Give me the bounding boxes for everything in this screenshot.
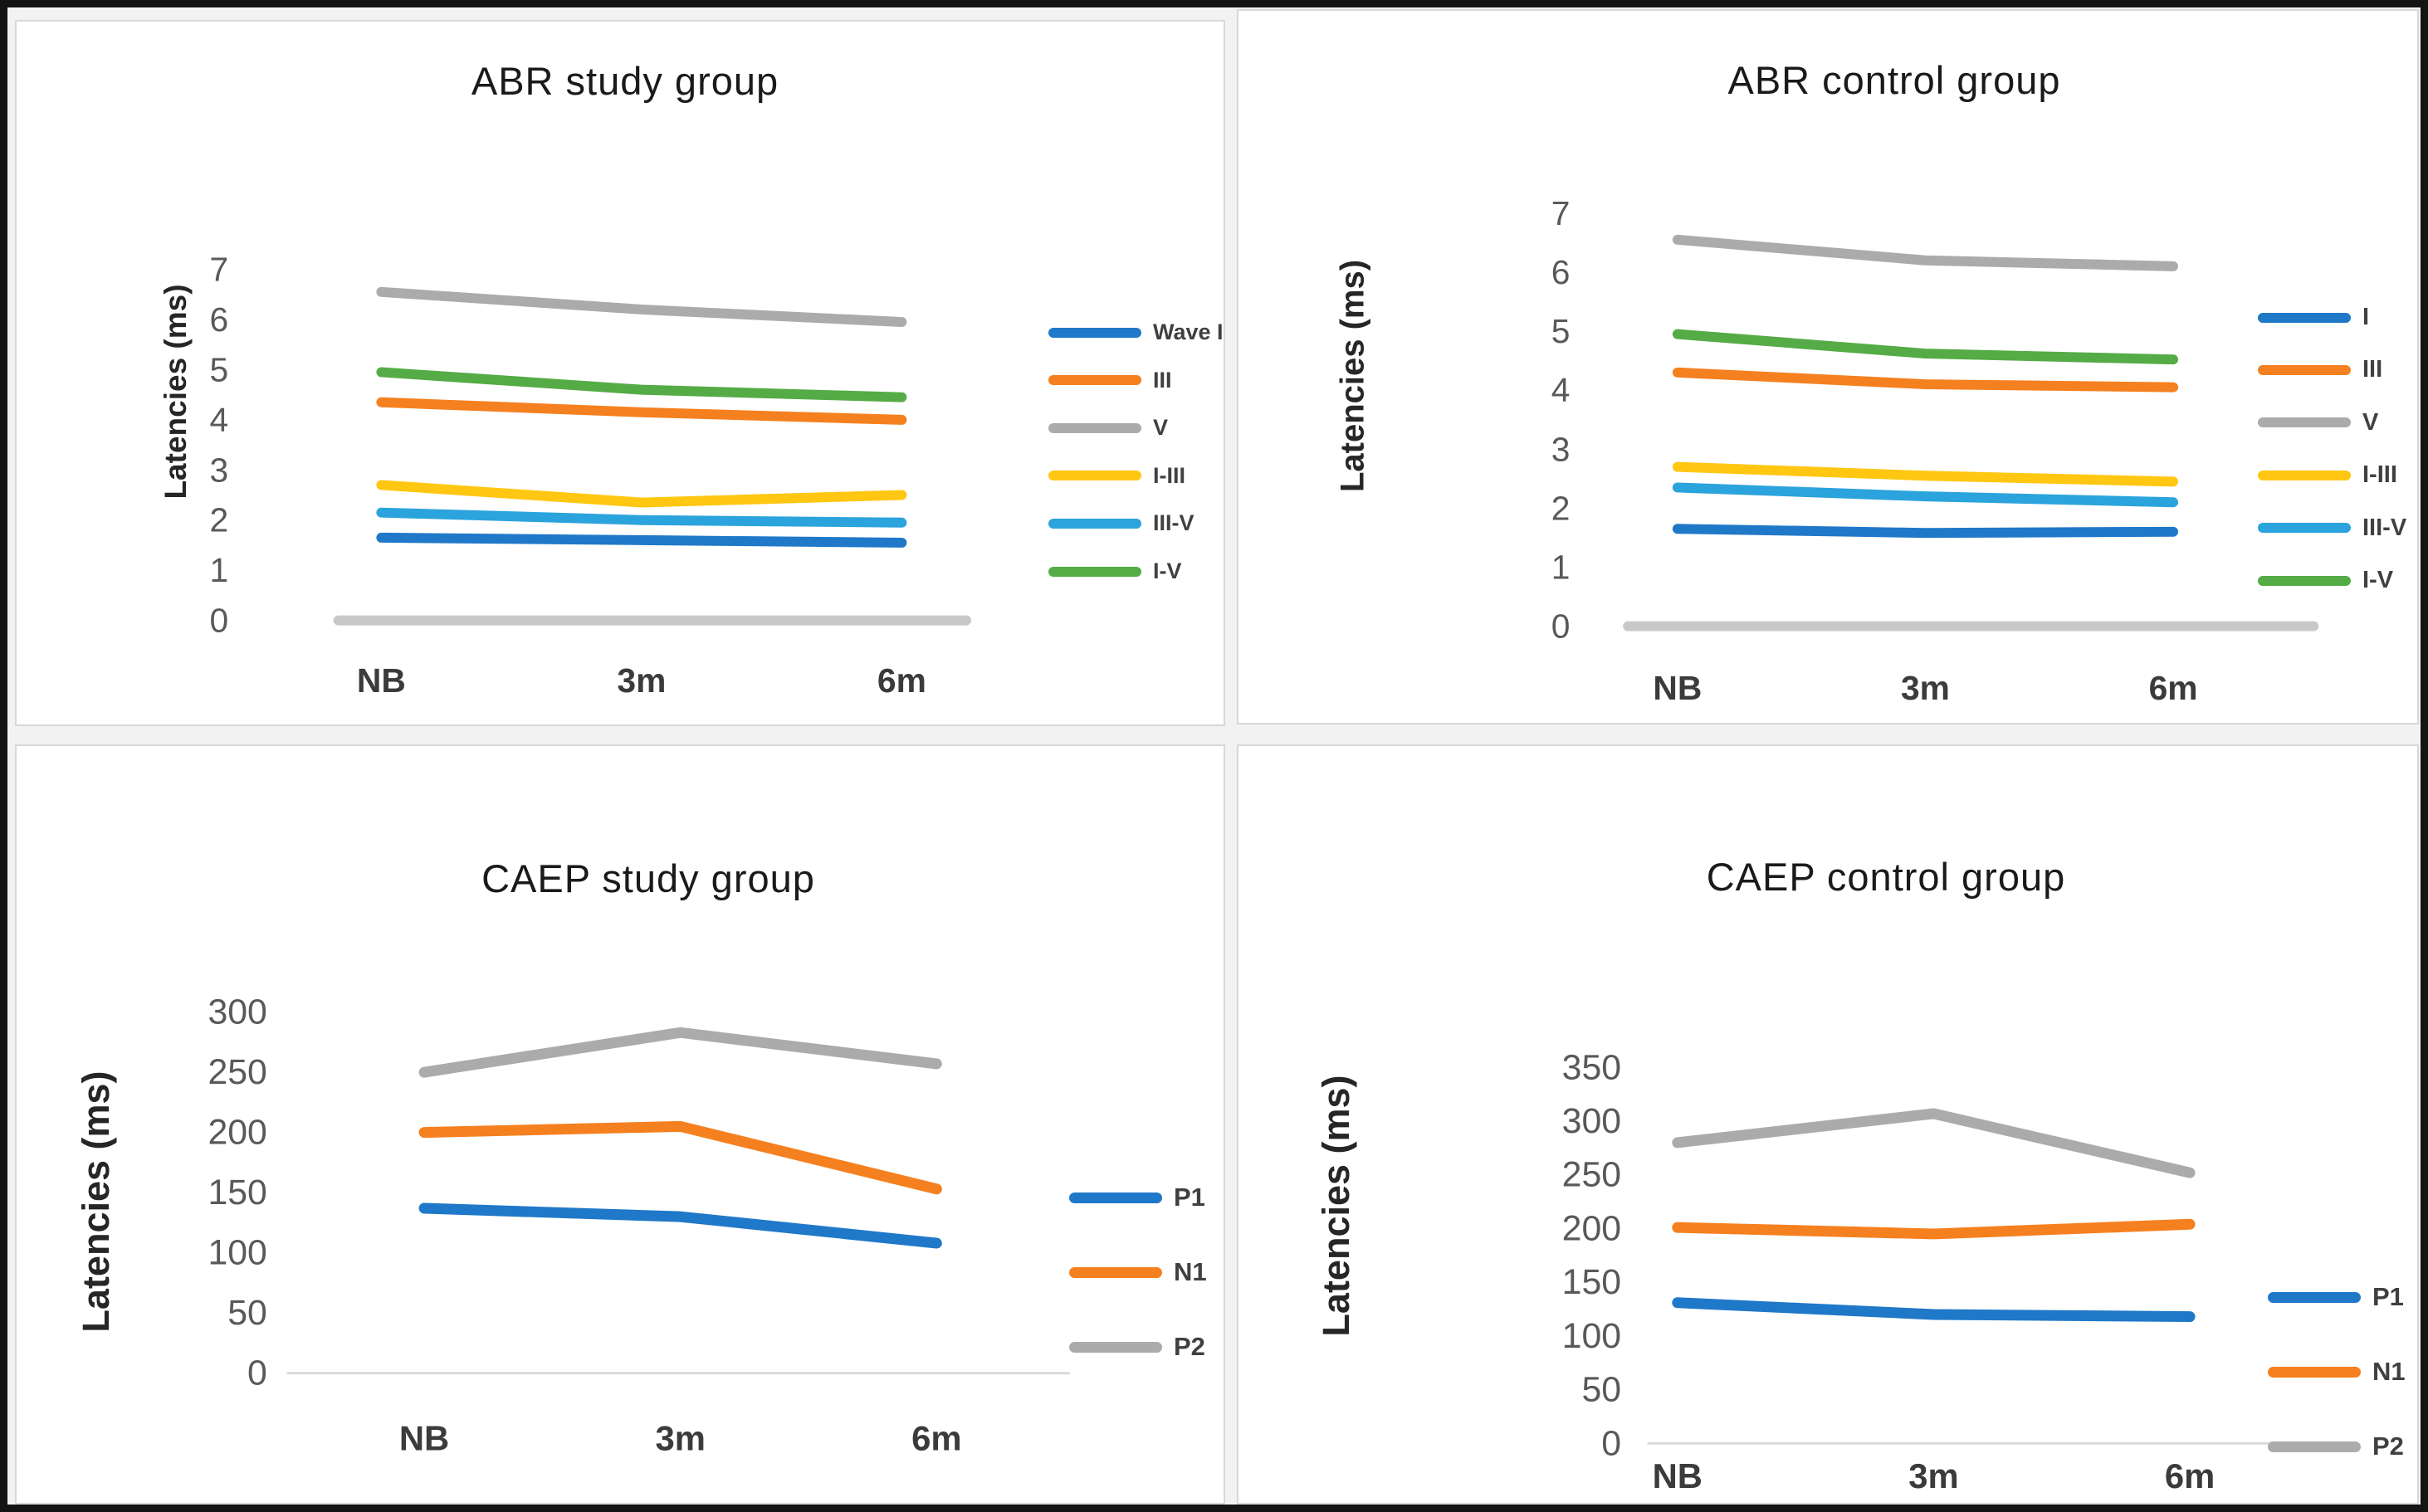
x-tick-label: 6m: [911, 1418, 961, 1457]
y-tick-label: 7: [1551, 194, 1571, 232]
y-tick-label: 6: [210, 300, 229, 339]
y-tick-label: 1: [210, 551, 229, 589]
x-tick-label: NB: [1653, 1456, 1703, 1495]
y-tick-label: 300: [1562, 1101, 1621, 1141]
y-tick-label: 100: [1562, 1316, 1621, 1356]
y-tick-label: 2: [1551, 489, 1571, 527]
y-tick-label: 150: [208, 1173, 266, 1212]
y-tick-label: 100: [208, 1233, 266, 1273]
x-tick-label: 6m: [2149, 669, 2198, 707]
y-tick-label: 250: [1562, 1155, 1621, 1195]
series-line-n1: [1672, 1218, 2196, 1240]
chart-title: ABR control group: [1727, 58, 2061, 102]
x-tick-label: NB: [399, 1418, 449, 1457]
series-line-iii-v: [1672, 482, 2179, 508]
x-tick-label: 3m: [1908, 1456, 1958, 1495]
y-tick-label: 7: [210, 251, 229, 289]
y-tick-label: 50: [1581, 1370, 1621, 1410]
x-tick-label: 6m: [2165, 1456, 2215, 1495]
abr-control-plot: 7 6 5 4 3 2 1 0 NB 3m 6m: [1551, 194, 2319, 707]
y-tick-label: 0: [1601, 1423, 1621, 1463]
series-line-i-iii: [376, 480, 907, 508]
series-line-iii-v: [376, 507, 907, 528]
caep-study-plot: 300 250 200 150 100 50 0 NB 3m 6m: [208, 993, 1071, 1457]
y-tick-label: 0: [210, 602, 229, 640]
x-tick-label: NB: [357, 661, 406, 700]
series-line-wave-i: [376, 532, 907, 548]
y-tick-label: 6: [1551, 253, 1571, 291]
series-line-i-v: [376, 367, 907, 402]
y-tick-label: 5: [1551, 312, 1571, 350]
y-tick-label: 3: [1551, 430, 1571, 468]
caep-control-plot: 350 300 250 200 150 100 50 0 NB 3m 6m: [1562, 1047, 2315, 1495]
x-tick-label: 3m: [655, 1418, 705, 1457]
y-tick-label: 5: [210, 350, 229, 388]
series-line-p2: [1672, 1108, 2196, 1178]
y-tick-label: 250: [208, 1052, 266, 1092]
series-line-p1: [1672, 1297, 2196, 1323]
series-line-v: [376, 286, 907, 328]
chart-title: CAEP control group: [1706, 855, 2066, 899]
series-line-v: [1672, 234, 2179, 271]
series-line-i-iii: [1672, 461, 2179, 487]
series-line-n1: [418, 1120, 942, 1195]
chart-title: ABR study group: [471, 59, 779, 103]
x-tick-label: 3m: [617, 661, 666, 700]
abr-study-plot: 7 6 5 4 3 2 1 0 NB 3m 6m: [210, 251, 972, 700]
y-tick-label: 4: [210, 401, 229, 439]
y-tick-label: 200: [1562, 1208, 1621, 1248]
panel-caep-control-group: CAEP control group Latencies (ms) 350 300…: [1237, 744, 2419, 1505]
panel-caep-study-group: CAEP study group Latencies (ms) 300 250 20…: [15, 744, 1225, 1505]
y-tick-label: 1: [1551, 548, 1571, 586]
y-tick-label: 0: [247, 1353, 267, 1393]
chart-title: CAEP study group: [481, 856, 815, 900]
y-tick-label: 50: [227, 1293, 267, 1333]
y-tick-label: 300: [208, 993, 266, 1032]
x-tick-label: 3m: [1901, 669, 1950, 707]
series-line-p2: [418, 1027, 942, 1078]
x-tick-label: NB: [1653, 669, 1702, 707]
y-tick-label: 2: [210, 501, 229, 539]
series-line-i: [1672, 524, 2179, 539]
series-line-iii: [376, 397, 907, 425]
series-line-p1: [418, 1202, 942, 1249]
y-tick-label: 150: [1562, 1262, 1621, 1302]
y-tick-label: 3: [210, 451, 229, 489]
y-tick-label: 200: [208, 1113, 266, 1153]
series-line-iii: [1672, 367, 2179, 393]
series-line-i-v: [1672, 329, 2179, 365]
y-tick-label: 0: [1551, 607, 1571, 646]
y-tick-label: 350: [1562, 1047, 1621, 1087]
y-tick-label: 4: [1551, 371, 1571, 409]
x-tick-label: 6m: [877, 661, 926, 700]
